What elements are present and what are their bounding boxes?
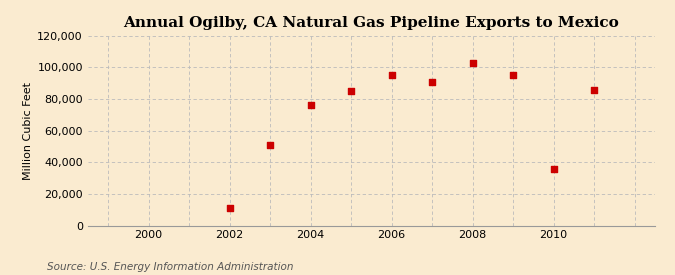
Point xyxy=(224,206,235,210)
Y-axis label: Million Cubic Feet: Million Cubic Feet xyxy=(23,82,33,180)
Point xyxy=(265,143,275,147)
Title: Annual Ogilby, CA Natural Gas Pipeline Exports to Mexico: Annual Ogilby, CA Natural Gas Pipeline E… xyxy=(124,16,619,31)
Point xyxy=(386,73,397,78)
Point xyxy=(548,166,559,171)
Point xyxy=(427,79,437,84)
Point xyxy=(346,89,356,93)
Point xyxy=(508,73,518,78)
Text: Source: U.S. Energy Information Administration: Source: U.S. Energy Information Administ… xyxy=(47,262,294,272)
Point xyxy=(305,103,316,108)
Point xyxy=(589,87,599,92)
Point xyxy=(467,60,478,65)
